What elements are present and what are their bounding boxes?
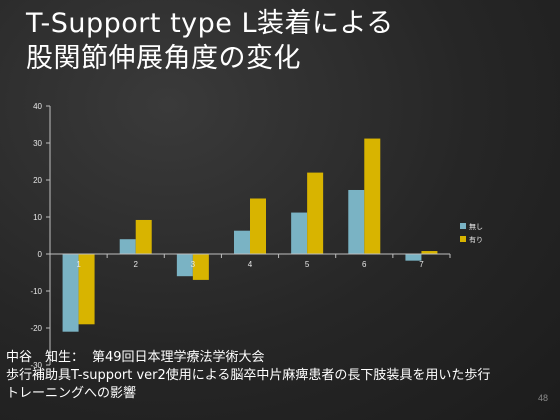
source-paper-line1: 歩行補助具T-support ver2使用による脳卒中片麻痺患者の長下肢装具を用… xyxy=(6,368,491,383)
bar-none-2 xyxy=(119,239,136,254)
source-paper-line2: トレーニングへの影響 xyxy=(6,386,137,401)
legend-swatch-with xyxy=(460,236,466,242)
source-author: 中谷 知生： xyxy=(6,350,85,365)
source-citation: 中谷 知生： 第49回日本理学療法学術大会 歩行補助具T-support ver2… xyxy=(6,349,546,403)
bar-none-5 xyxy=(291,212,308,254)
slide-title: T-Support type L装着による 股関節伸展角度の変化 xyxy=(26,6,446,76)
bar-none-3 xyxy=(176,254,193,277)
bar-with-5 xyxy=(307,172,324,254)
bar-none-1 xyxy=(62,254,79,332)
x-tick-label: 3 xyxy=(191,260,196,269)
y-tick-label: 30 xyxy=(33,139,42,148)
bar-chart: 40 30 20 10 0 -10 -20 -30 1 2 3 4 5 6 7 無し有り xyxy=(0,98,560,370)
bar-with-3 xyxy=(192,254,209,280)
slide-title-line2: 股関節伸展角度の変化 xyxy=(26,43,301,74)
slide-title-line1: T-Support type L装着による xyxy=(26,8,394,39)
y-tick-label: 0 xyxy=(38,250,43,259)
source-conference: 第49回日本理学療法学術大会 xyxy=(92,350,265,365)
legend-swatch-none xyxy=(460,223,466,229)
x-tick-label: 1 xyxy=(76,260,81,269)
bar-with-6 xyxy=(364,138,381,254)
y-tick-label: -30 xyxy=(30,361,42,370)
bar-with-4 xyxy=(250,198,266,254)
y-tick-label: -10 xyxy=(30,287,42,296)
bar-none-6 xyxy=(348,189,365,254)
y-tick-label: 20 xyxy=(33,176,42,185)
source-line-author: 中谷 知生： 第49回日本理学療法学術大会 xyxy=(6,349,546,367)
bar-none-4 xyxy=(234,230,250,254)
x-tick-label: 5 xyxy=(305,260,310,269)
bar-with-2 xyxy=(135,219,152,254)
legend-label-with: 有り xyxy=(469,235,483,244)
y-tick-label: 40 xyxy=(33,102,42,111)
page-number: 48 xyxy=(537,393,548,403)
bar-with-1 xyxy=(78,254,95,325)
y-tick-label: 10 xyxy=(33,213,42,222)
x-tick-label: 7 xyxy=(419,260,424,269)
x-tick-label: 4 xyxy=(248,260,253,269)
bar-none-7 xyxy=(405,254,422,261)
x-tick-label: 6 xyxy=(362,260,367,269)
legend-label-none: 無し xyxy=(469,222,483,231)
x-tick-label: 2 xyxy=(133,260,138,269)
bar-with-7 xyxy=(421,251,438,254)
y-tick-label: -20 xyxy=(30,324,42,333)
